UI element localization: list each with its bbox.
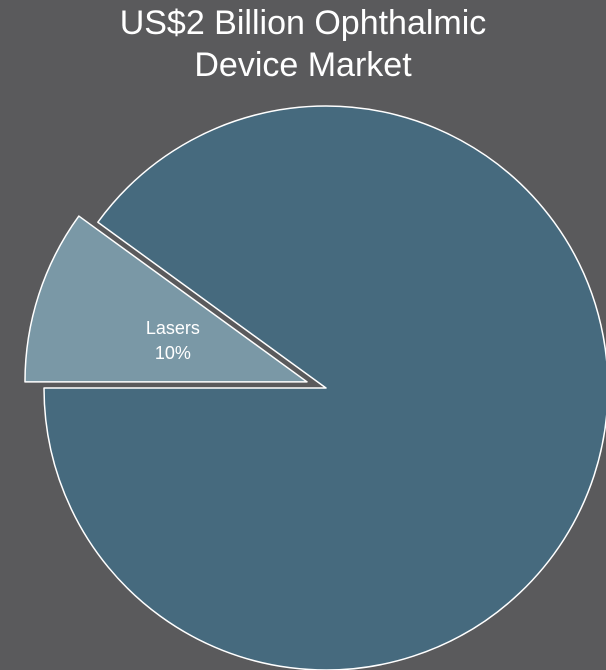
chart-title-line-2: Device Market [194, 46, 412, 84]
pie-labels: Lasers 10% [146, 318, 200, 363]
chart-title-line-1: US$2 Billion Ophthalmic [119, 4, 487, 42]
pie-slice-lasers [24, 215, 308, 383]
pie-slices [24, 105, 606, 670]
slice-label-value: 10% [155, 343, 191, 363]
chart-title: US$2 Billion Ophthalmic Device Market [0, 2, 606, 86]
slice-label-name: Lasers [146, 318, 200, 338]
pie-slice-1 [43, 105, 606, 670]
